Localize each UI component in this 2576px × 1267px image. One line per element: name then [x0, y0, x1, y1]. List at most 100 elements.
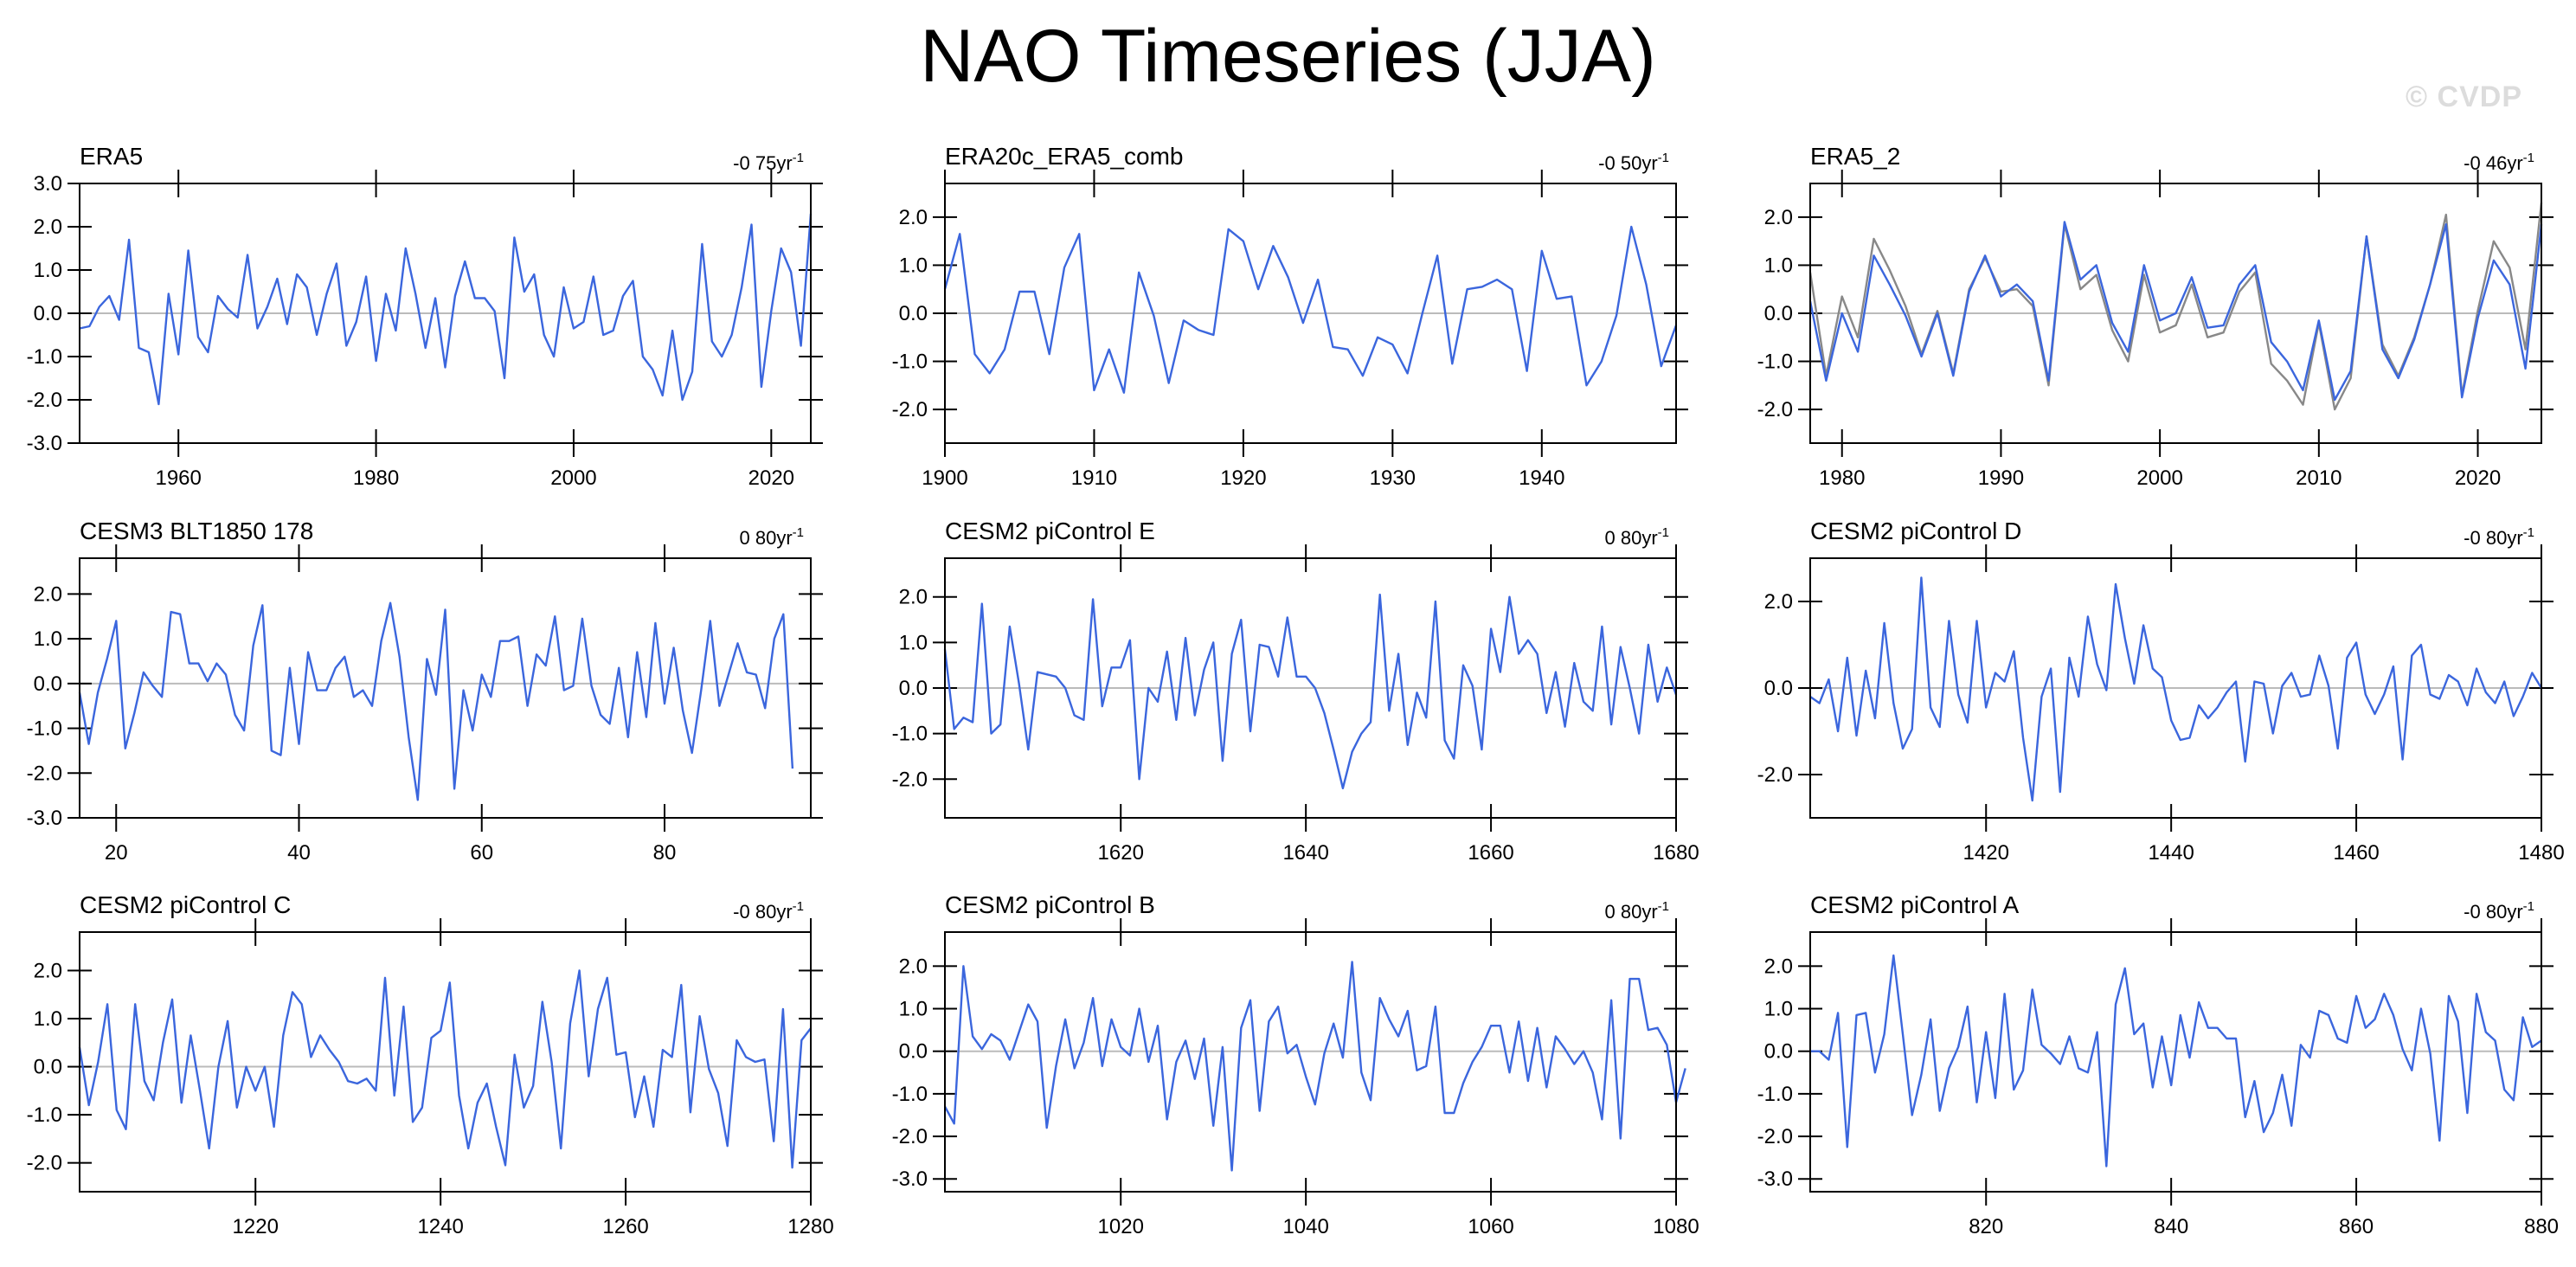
- panel-1: ERA20c_ERA5_comb -0 50yr-1 2.0 1.0 0.0 -1.0 -2…: [892, 143, 1688, 490]
- y-tick-label: 0.0: [1764, 1040, 1793, 1064]
- y-tick-label: -3.0: [1757, 1167, 1793, 1191]
- panel-title: ERA20c_ERA5_comb: [945, 143, 1183, 170]
- panel-0: ERA5 -0 75yr-1 3.0 2.0 1.0 0.0 -1.0 -2.0 -3.0 196…: [27, 143, 823, 490]
- y-tick-label: -2.0: [892, 768, 928, 791]
- x-tick-label: 840: [2154, 1215, 2188, 1238]
- trend-label: -0 80yr-1: [2464, 525, 2534, 549]
- y-tick-label: -2.0: [27, 389, 62, 412]
- y-tick-label: 0.0: [34, 1056, 62, 1079]
- nao-series-line: [78, 969, 812, 1169]
- y-tick-label: 1.0: [1764, 998, 1793, 1021]
- panel-title: CESM2 piControl C: [80, 891, 291, 918]
- nao-series-line: [943, 961, 1686, 1172]
- nao-series-line: [943, 225, 1678, 394]
- y-tick-label: 2.0: [899, 955, 928, 978]
- panel-title: CESM2 piControl D: [1810, 518, 2021, 544]
- y-tick-label: -1.0: [27, 717, 62, 741]
- y-tick-label: -2.0: [27, 1152, 62, 1175]
- x-tick-label: 1440: [2148, 841, 2194, 865]
- y-tick-label: 0.0: [1764, 302, 1793, 325]
- x-tick-label: 1480: [2518, 841, 2564, 865]
- trend-unit-exponent: -1: [2523, 899, 2534, 914]
- y-tick-label: 0.0: [899, 677, 928, 700]
- y-tick-label: 2.0: [1764, 590, 1793, 614]
- panel-title: ERA5: [80, 143, 143, 170]
- y-tick-label: 0.0: [34, 302, 62, 325]
- panel-title: ERA5_2: [1810, 143, 1900, 170]
- x-tick-label: 2010: [2296, 466, 2342, 490]
- y-tick-label: -3.0: [892, 1167, 928, 1191]
- nao-series-line: [1810, 954, 2542, 1167]
- trend-unit-exponent: -1: [2523, 151, 2534, 165]
- plot-frame: [944, 931, 1677, 1193]
- plot-frame: [1809, 183, 2542, 444]
- x-tick-label: 2020: [748, 466, 794, 490]
- y-tick-label: -3.0: [27, 807, 62, 830]
- trend-unit-exponent: -1: [1658, 899, 1669, 914]
- y-tick-label: 1.0: [34, 259, 62, 282]
- x-tick-label: 1960: [155, 466, 201, 490]
- y-tick-label: -1.0: [892, 723, 928, 746]
- y-tick-label: 2.0: [899, 206, 928, 229]
- y-tick-label: -2.0: [892, 398, 928, 421]
- trend-label: -0 80yr-1: [733, 899, 804, 923]
- x-tick-label: 1900: [922, 466, 967, 490]
- trend-label: -0 50yr-1: [1598, 151, 1669, 174]
- panel-title: CESM2 piControl A: [1810, 891, 2020, 918]
- plot-frame: [944, 183, 1677, 444]
- x-tick-label: 1980: [353, 466, 399, 490]
- trend-label: -0 80yr-1: [2464, 899, 2534, 923]
- x-tick-label: 1620: [1098, 841, 1144, 865]
- x-tick-label: 1020: [1098, 1215, 1144, 1238]
- panel-3: CESM3 BLT1850 178 0 80yr-1 2.0 1.0 0.0 -1.0 -2…: [27, 518, 823, 865]
- x-tick-label: 1920: [1220, 466, 1266, 490]
- nao-series-line: [79, 213, 813, 406]
- trend-label: 0 80yr-1: [1605, 525, 1670, 549]
- trend-unit-exponent: -1: [2523, 525, 2534, 540]
- panel-8: CESM2 piControl A -0 80yr-1 2.0 1.0 0.0 -1.0 -…: [1757, 891, 2559, 1238]
- plot-frame: [79, 557, 812, 819]
- panel-5: CESM2 piControl D -0 80yr-1 2.0 0.0 -2.0 1420…: [1757, 518, 2565, 865]
- y-tick-label: 2.0: [34, 582, 62, 606]
- y-tick-label: 1.0: [899, 998, 928, 1021]
- x-tick-label: 880: [2524, 1215, 2559, 1238]
- nao-series-line: [943, 593, 1678, 789]
- plot-frame: [944, 557, 1677, 819]
- x-tick-label: 1940: [1519, 466, 1564, 490]
- x-tick-label: 80: [653, 841, 677, 865]
- y-tick-label: 0.0: [34, 672, 62, 696]
- y-tick-label: 2.0: [1764, 955, 1793, 978]
- x-tick-label: 1240: [417, 1215, 463, 1238]
- x-tick-label: 1640: [1282, 841, 1328, 865]
- x-tick-label: 1080: [1653, 1215, 1699, 1238]
- nao-series-line: [1809, 576, 2543, 802]
- y-tick-label: -3.0: [27, 432, 62, 455]
- y-tick-label: 0.0: [899, 1040, 928, 1064]
- trend-label: 0 80yr-1: [1605, 899, 1670, 923]
- y-tick-label: -1.0: [27, 345, 62, 369]
- y-tick-label: 1.0: [899, 254, 928, 277]
- x-tick-label: 1930: [1370, 466, 1416, 490]
- y-tick-label: 2.0: [34, 215, 62, 239]
- x-tick-label: 2020: [2455, 466, 2501, 490]
- plot-frame: [1809, 931, 2542, 1193]
- trend-unit-exponent: -1: [1658, 151, 1669, 165]
- x-tick-label: 860: [2339, 1215, 2374, 1238]
- y-tick-label: -2.0: [1757, 398, 1793, 421]
- panel-6: CESM2 piControl C -0 80yr-1 2.0 1.0 0.0 -1.0 -…: [27, 891, 834, 1238]
- y-tick-label: -2.0: [1757, 763, 1793, 787]
- panel-4: CESM2 piControl E 0 80yr-1 2.0 1.0 0.0 -1.0 -2…: [892, 518, 1699, 865]
- trend-label: 0 80yr-1: [740, 525, 805, 549]
- panel-2: ERA5_2 -0 46yr-1 2.0 1.0 0.0 -1.0 -2.0 1980 1990…: [1757, 143, 2554, 490]
- y-tick-label: 0.0: [1764, 677, 1793, 700]
- trend-label: -0 75yr-1: [733, 151, 804, 174]
- figure-title: NAO Timeseries (JJA): [920, 15, 1656, 98]
- y-tick-label: -1.0: [27, 1103, 62, 1127]
- trend-label: -0 46yr-1: [2464, 151, 2534, 174]
- y-tick-label: 1.0: [1764, 254, 1793, 277]
- x-tick-label: 1460: [2333, 841, 2379, 865]
- panel-title: CESM3 BLT1850 178: [80, 518, 313, 544]
- panel-title: CESM2 piControl B: [945, 891, 1155, 918]
- nao-series-line: [78, 601, 794, 801]
